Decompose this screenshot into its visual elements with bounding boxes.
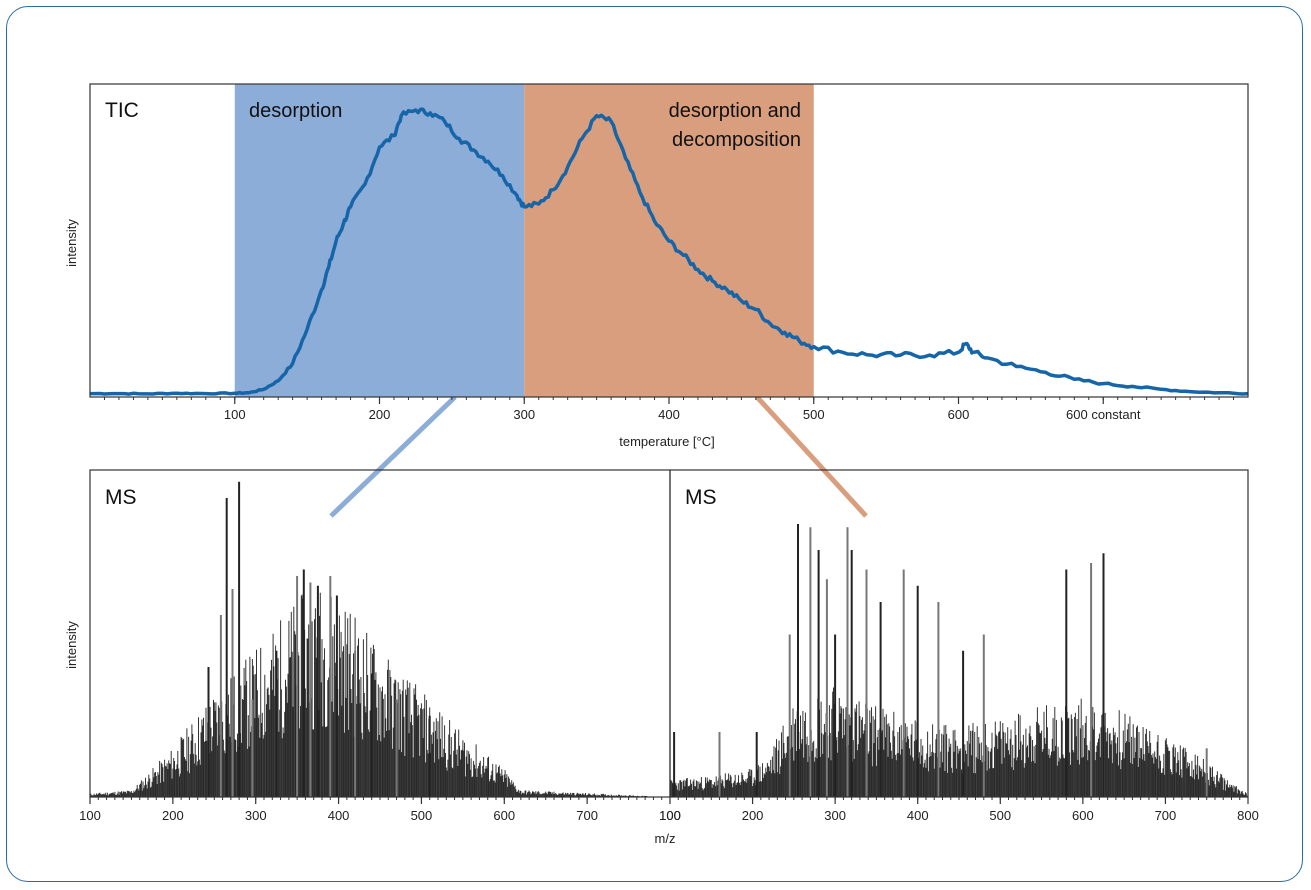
tic-tick-label-5: 600 [948, 407, 970, 422]
ms-left-tick-label-5: 600 [493, 808, 515, 823]
region-label-decomposition-line1: desorption and [669, 100, 801, 122]
ms-left-title: MS [105, 486, 137, 509]
tic-line [90, 107, 1249, 396]
ms-left-peaks [89, 481, 648, 797]
ms-right-tick-label-2: 300 [824, 808, 846, 823]
ms-left-tick-label-6: 700 [576, 808, 598, 823]
ms-right-peaks [669, 524, 1249, 797]
region-label-desorption: desorption [249, 100, 342, 122]
ms-right-tick-label-5: 600 [1072, 808, 1094, 823]
ms-left-tick-label-end: 100 [659, 808, 681, 823]
ms-right-title: MS [685, 486, 717, 509]
connector-decomposition [755, 395, 868, 518]
ms-left-tick-label-3: 400 [328, 808, 350, 823]
ms-y-axis-label: intensity [64, 621, 79, 669]
ms-right-tick-label-3: 400 [907, 808, 929, 823]
tic-regions [234, 84, 814, 397]
axis-ticks: 100 200 300 400 500 600 600 constant 100 200 300 4… [79, 397, 1259, 823]
ms-left-tick-label-4: 500 [411, 808, 433, 823]
figure-frame [6, 6, 1303, 882]
tic-tick-label-3: 400 [658, 407, 680, 422]
ms-left-tick-label-1: 200 [162, 808, 184, 823]
tic-tick-label-1: 200 [369, 407, 391, 422]
tic-tick-label-4: 500 [803, 407, 825, 422]
ms-left-tick-label-0: 100 [79, 808, 101, 823]
panel-connectors [329, 395, 868, 518]
tic-title: TIC [105, 99, 139, 122]
tic-tick-label-6: 600 constant [1066, 407, 1141, 422]
tic-series [90, 107, 1249, 396]
ms-right-tick-label-1: 200 [742, 808, 764, 823]
tic-y-axis-label: intensity [64, 219, 79, 267]
tic-region-0 [234, 84, 525, 397]
ms-right-tick-label-7: 800 [1237, 808, 1259, 823]
ms-right-tick-label-6: 700 [1155, 808, 1177, 823]
tic-tick-label-2: 300 [513, 407, 535, 422]
ms-x-axis-label: m/z [655, 831, 676, 846]
ms-right-tick-label-0: 100 [659, 808, 681, 823]
ms-right-tick-label-4: 500 [989, 808, 1011, 823]
region-label-decomposition-line2: decomposition [672, 129, 801, 151]
connector-desorption [329, 395, 457, 518]
tic-tick-label-0: 100 [224, 407, 246, 422]
ms-left-tick-label-2: 300 [245, 808, 267, 823]
tic-x-axis-label: temperature [°C] [619, 434, 715, 449]
